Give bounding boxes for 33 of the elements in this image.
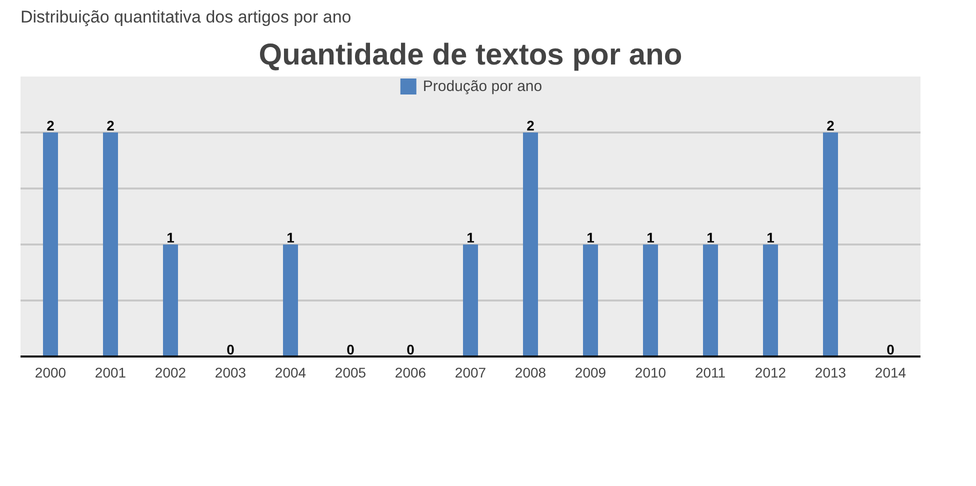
data-label: 0 [226, 342, 235, 358]
x-tick-label: 2003 [214, 364, 246, 380]
chart-title: Quantidade de textos por ano [258, 38, 682, 72]
x-tick-label: 2011 [695, 364, 726, 380]
x-tick-label: 2010 [634, 364, 666, 380]
x-tick-label: 2002 [154, 364, 186, 380]
x-tick-label: 2000 [34, 364, 66, 380]
text: Distribuição quantitativa dos artigos por ano [20, 8, 352, 26]
x-tick-label: 2007 [454, 364, 486, 380]
data-label: 2 [826, 118, 835, 134]
x-tick-label: 2009 [574, 364, 606, 380]
data-label: 1 [646, 230, 655, 246]
data-label: 1 [586, 230, 595, 246]
legend-label: Produção por ano [422, 78, 542, 94]
x-tick-label: 2005 [334, 364, 366, 380]
data-label: 1 [706, 230, 715, 246]
x-tick-label: 2013 [814, 364, 846, 380]
data-label: 1 [286, 230, 295, 246]
data-label: 0 [406, 342, 415, 358]
x-tick-label: 2006 [394, 364, 426, 380]
data-label: 2 [106, 118, 115, 134]
data-label: 2 [526, 118, 535, 134]
data-label: 1 [166, 230, 175, 246]
data-label: 0 [886, 342, 895, 358]
x-tick-label: 2004 [274, 364, 306, 380]
data-label: 1 [766, 230, 775, 246]
x-tick-label: 2008 [514, 364, 546, 380]
x-tick-label: 2012 [754, 364, 786, 380]
x-tick-label: 2001 [94, 364, 126, 380]
data-label: 2 [46, 118, 55, 134]
data-label: 1 [466, 230, 475, 246]
data-label: 0 [346, 342, 355, 358]
x-tick-label: 2014 [874, 364, 906, 380]
